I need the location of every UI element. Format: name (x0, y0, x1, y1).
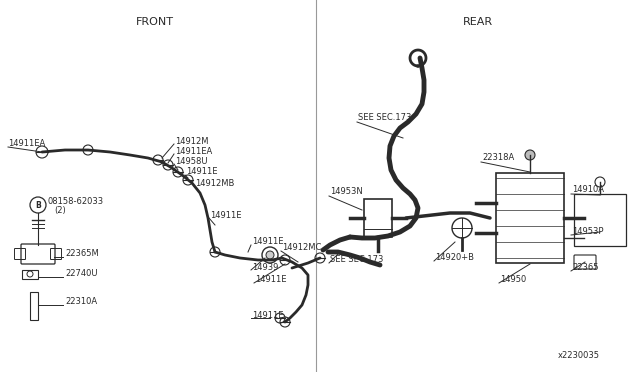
Bar (22, 270, 38, 279)
Text: 14911EA: 14911EA (175, 147, 212, 155)
Text: 14950: 14950 (500, 276, 526, 285)
Text: 14958U: 14958U (175, 157, 207, 166)
Text: 14911E: 14911E (186, 167, 218, 176)
Text: 22310A: 22310A (65, 298, 97, 307)
Bar (30, 292, 38, 320)
Text: B: B (35, 201, 41, 209)
Text: 14953P: 14953P (572, 228, 604, 237)
Text: FRONT: FRONT (136, 17, 174, 27)
Text: 14912M: 14912M (175, 137, 209, 145)
Text: 14912MC: 14912MC (282, 244, 321, 253)
Circle shape (525, 150, 535, 160)
Text: 08158-62033: 08158-62033 (48, 198, 104, 206)
Text: REAR: REAR (463, 17, 493, 27)
Text: 14911EA: 14911EA (8, 138, 45, 148)
Text: 14939: 14939 (252, 263, 278, 272)
Text: 14911E: 14911E (255, 276, 287, 285)
Text: x2230035: x2230035 (558, 350, 600, 359)
Bar (574, 194, 626, 246)
Text: 22740U: 22740U (65, 269, 97, 279)
Text: 14912MB: 14912MB (195, 179, 234, 187)
Text: 14911E: 14911E (252, 237, 284, 247)
Circle shape (266, 251, 274, 259)
Text: (2): (2) (54, 206, 66, 215)
Text: 22318A: 22318A (482, 154, 515, 163)
Text: SEE SEC.173: SEE SEC.173 (358, 113, 412, 122)
Text: SEE SEC.173: SEE SEC.173 (330, 256, 383, 264)
Text: 22365: 22365 (572, 263, 598, 273)
Bar (364, 199, 392, 237)
Text: 14953N: 14953N (330, 187, 363, 196)
Text: 14911E: 14911E (252, 311, 284, 320)
Text: 14910A: 14910A (572, 186, 604, 195)
Text: 14920+B: 14920+B (435, 253, 474, 263)
Bar (496, 173, 564, 263)
Text: 14911E: 14911E (210, 211, 241, 219)
Text: 22365M: 22365M (65, 250, 99, 259)
